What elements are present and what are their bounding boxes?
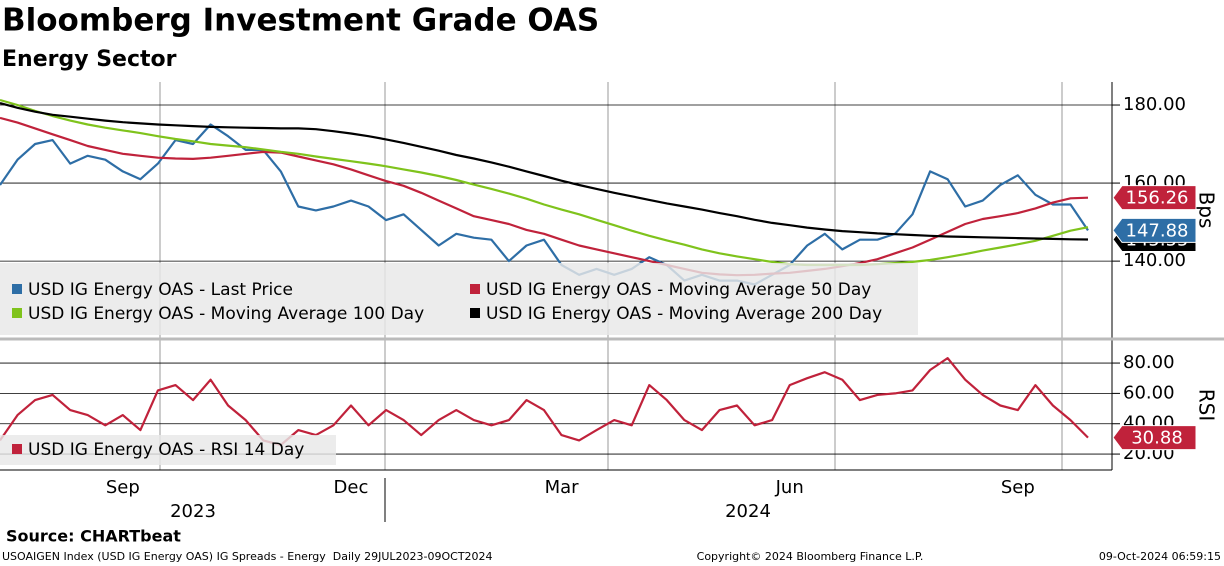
end-label-badge	[1112, 217, 1197, 243]
series-line	[0, 116, 1089, 277]
legend-swatch	[12, 444, 22, 454]
legend-label: USD IG Energy OAS - RSI 14 Day	[28, 440, 304, 460]
footer-left: USOAIGEN Index (USD IG Energy OAS) IG Sp…	[2, 550, 493, 563]
chart-title: Bloomberg Investment Grade OAS	[2, 3, 599, 39]
end-label: 147.88	[1126, 220, 1189, 241]
legend-box	[0, 263, 918, 335]
y-axis-label: RSI	[1195, 389, 1219, 422]
x-tick-label: Mar	[545, 477, 580, 498]
x-tick-label: Dec	[334, 477, 369, 498]
end-label: 30.88	[1131, 428, 1183, 449]
year-label: 2024	[725, 501, 771, 522]
y-tick-label: 80.00	[1123, 352, 1175, 373]
x-tick-label: Sep	[1001, 477, 1035, 498]
year-label: 2023	[170, 501, 216, 522]
footer-center: Copyright© 2024 Bloomberg Finance L.P.	[697, 550, 924, 563]
legend-swatch	[12, 308, 22, 318]
series-line	[0, 102, 1089, 241]
footer-right: 09-Oct-2024 06:59:15	[1099, 550, 1221, 563]
legend-label: USD IG Energy OAS - Moving Average 50 Da…	[486, 280, 871, 300]
legend-label: USD IG Energy OAS - Moving Average 200 D…	[486, 304, 882, 324]
chart-subtitle: Energy Sector	[2, 47, 177, 72]
legend-swatch	[470, 284, 480, 294]
y-tick-label: 180.00	[1123, 94, 1186, 115]
y-tick-label: 60.00	[1123, 382, 1175, 403]
legend-label: USD IG Energy OAS - Last Price	[28, 280, 293, 300]
end-label-badge	[1112, 425, 1197, 451]
end-label: 156.26	[1126, 188, 1189, 209]
series-line	[0, 357, 1089, 447]
x-tick-label: Sep	[106, 477, 140, 498]
source: Source: CHARTbeat	[6, 527, 181, 546]
series-line	[0, 123, 1089, 286]
legend-swatch	[470, 308, 480, 318]
y-tick-label: 140.00	[1123, 250, 1186, 271]
y-axis-label: Bps	[1195, 192, 1219, 229]
x-tick-label: Jun	[775, 477, 804, 498]
legend-box	[0, 435, 336, 465]
legend-swatch	[12, 284, 22, 294]
legend-label: USD IG Energy OAS - Moving Average 100 D…	[28, 304, 424, 324]
end-label-badge	[1112, 185, 1197, 211]
series-line	[0, 98, 1089, 267]
